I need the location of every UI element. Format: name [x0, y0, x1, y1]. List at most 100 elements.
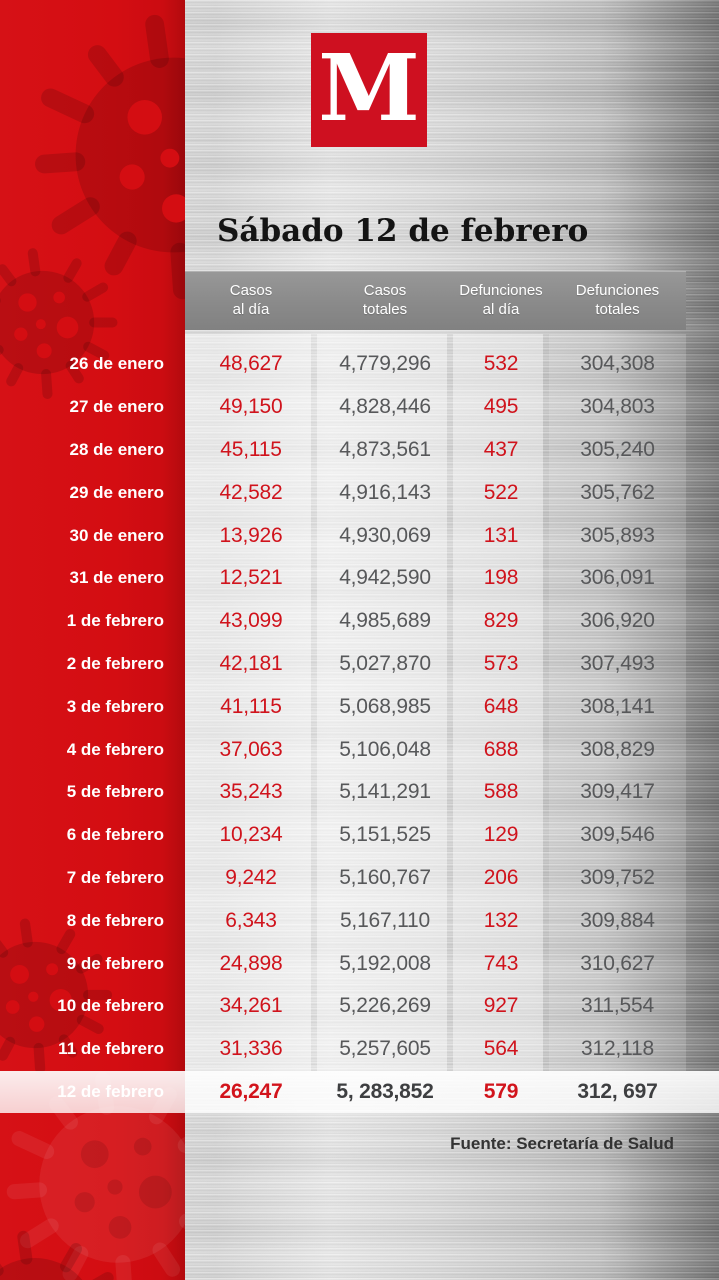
- casos-dia-cell: 41,115: [220, 694, 282, 718]
- date-cell: 28 de enero: [69, 439, 165, 459]
- source-credit: Fuente: Secretaría de Salud: [450, 1134, 674, 1153]
- defunciones-dia-cell: 829: [483, 609, 519, 633]
- casos-dia-cell: 35,243: [219, 780, 283, 804]
- casos-dia-cell: 49,150: [219, 395, 283, 419]
- header-defunciones-totales: Defunciones totales: [575, 281, 660, 318]
- defunciones-dia-cell: 648: [483, 694, 519, 718]
- date-cell: 4 de febrero: [66, 739, 164, 759]
- page-title: Sábado 12 de febrero: [217, 213, 589, 249]
- casos-dia-cell: 45,115: [220, 437, 282, 461]
- casos-totales-cell: 4,942,590: [339, 566, 431, 590]
- table-row: 7 de febrero 9,242 5,160,767 206 309,752: [0, 857, 719, 900]
- defunciones-dia-cell: 564: [483, 1037, 519, 1061]
- date-cell: 31 de enero: [69, 568, 165, 588]
- date-cell: 8 de febrero: [66, 910, 164, 930]
- red-side-band: [0, 0, 185, 1280]
- date-cell: 1 de febrero: [66, 611, 164, 631]
- table-row: 8 de febrero 6,343 5,167,110 132 309,884: [0, 899, 719, 942]
- casos-dia-cell: 42,181: [219, 651, 283, 675]
- table-row: 27 de enero 49,150 4,828,446 495 304,803: [0, 386, 719, 429]
- casos-dia-cell: 13,926: [219, 523, 283, 547]
- date-cell: 27 de enero: [69, 397, 165, 417]
- table-row: 6 de febrero 10,234 5,151,525 129 309,546: [0, 814, 719, 857]
- defunciones-totales-cell: 311,554: [581, 994, 654, 1018]
- casos-totales-cell: 5,027,870: [339, 651, 431, 675]
- table-row: 30 de enero 13,926 4,930,069 131 305,893: [0, 514, 719, 557]
- defunciones-dia-cell: 129: [483, 823, 519, 847]
- defunciones-totales-cell: 309,884: [580, 908, 655, 932]
- column-strip-defunciones-dia: [453, 334, 543, 1071]
- defunciones-dia-cell: 206: [483, 865, 519, 889]
- table-row: 11 de febrero 31,336 5,257,605 564 312,118: [0, 1028, 719, 1071]
- defunciones-totales-cell: 312,118: [581, 1037, 654, 1061]
- defunciones-dia-cell: 743: [483, 951, 519, 975]
- defunciones-totales-cell: 306,091: [580, 566, 655, 590]
- casos-dia-cell: 43,099: [219, 609, 283, 633]
- table-row: 4 de febrero 37,063 5,106,048 688 308,829: [0, 728, 719, 771]
- table-row: 29 de enero 42,582 4,916,143 522 305,762: [0, 471, 719, 514]
- date-cell: 2 de febrero: [66, 653, 164, 673]
- table-row: 5 de febrero 35,243 5,141,291 588 309,417: [0, 771, 719, 814]
- date-cell: 3 de febrero: [66, 696, 164, 716]
- table-row: 1 de febrero 43,099 4,985,689 829 306,920: [0, 600, 719, 643]
- table-body: 26 de enero 48,627 4,779,296 532 304,308 27 d…: [0, 343, 719, 1114]
- casos-totales-cell: 5,160,767: [339, 865, 431, 889]
- table-row: 28 de enero 45,115 4,873,561 437 305,240: [0, 429, 719, 472]
- defunciones-totales-cell: 304,308: [580, 352, 655, 376]
- table-row: 10 de febrero 34,261 5,226,269 927 311,554: [0, 985, 719, 1028]
- defunciones-dia-cell: 495: [483, 395, 519, 419]
- defunciones-dia-cell: 579: [483, 1079, 519, 1103]
- defunciones-totales-cell: 310,627: [580, 951, 655, 975]
- casos-totales-cell: 5,226,269: [339, 994, 431, 1018]
- milenio-logo: M: [311, 33, 427, 147]
- defunciones-dia-cell: 573: [483, 651, 519, 675]
- date-cell: 30 de enero: [69, 525, 165, 545]
- casos-totales-cell: 4,930,069: [339, 523, 431, 547]
- defunciones-dia-cell: 437: [483, 437, 519, 461]
- defunciones-dia-cell: 522: [483, 480, 519, 504]
- casos-dia-cell: 34,261: [219, 994, 283, 1018]
- defunciones-totales-cell: 305,893: [580, 523, 655, 547]
- defunciones-totales-cell: 306,920: [580, 609, 655, 633]
- defunciones-dia-cell: 131: [483, 523, 519, 547]
- column-strip-casos-dia: [185, 334, 311, 1071]
- casos-dia-cell: 31,336: [219, 1037, 283, 1061]
- casos-dia-cell: 10,234: [219, 823, 283, 847]
- defunciones-dia-cell: 927: [483, 994, 519, 1018]
- casos-dia-cell: 6,343: [225, 908, 277, 932]
- casos-dia-cell: 24,898: [219, 951, 283, 975]
- date-cell: 7 de febrero: [66, 867, 164, 887]
- date-cell: 29 de enero: [69, 482, 165, 502]
- casos-dia-cell: 26,247: [219, 1079, 283, 1103]
- milenio-logo-letter: M: [318, 34, 420, 142]
- casos-totales-cell: 4,873,561: [339, 437, 431, 461]
- table-row: 3 de febrero 41,115 5,068,985 648 308,141: [0, 685, 719, 728]
- casos-totales-cell: 4,916,143: [339, 480, 431, 504]
- table-row: 26 de enero 48,627 4,779,296 532 304,308: [0, 343, 719, 386]
- virus-icon: [0, 1230, 125, 1280]
- defunciones-dia-cell: 588: [483, 780, 519, 804]
- casos-dia-cell: 37,063: [219, 737, 283, 761]
- defunciones-totales-cell: 308,141: [580, 694, 655, 718]
- column-strip-casos-totales: [317, 334, 447, 1071]
- casos-totales-cell: 4,828,446: [339, 395, 431, 419]
- table-row: 2 de febrero 42,181 5,027,870 573 307,493: [0, 643, 719, 686]
- casos-dia-cell: 42,582: [219, 480, 283, 504]
- defunciones-dia-cell: 132: [483, 908, 519, 932]
- header-casos-dia: Casos al día: [229, 281, 273, 318]
- defunciones-totales-cell: 305,240: [580, 437, 655, 461]
- table-row: 9 de febrero 24,898 5,192,008 743 310,627: [0, 942, 719, 985]
- casos-totales-cell: 5, 283,852: [336, 1079, 434, 1103]
- defunciones-dia-cell: 688: [483, 737, 519, 761]
- casos-dia-cell: 12,521: [219, 566, 283, 590]
- casos-dia-cell: 9,242: [225, 865, 277, 889]
- defunciones-totales-cell: 309,752: [580, 865, 655, 889]
- defunciones-dia-cell: 198: [483, 566, 519, 590]
- defunciones-totales-cell: 307,493: [580, 651, 655, 675]
- defunciones-totales-cell: 312, 697: [577, 1079, 658, 1103]
- date-cell: 11 de febrero: [58, 1039, 164, 1059]
- casos-totales-cell: 5,151,525: [339, 823, 431, 847]
- date-cell: 26 de enero: [69, 354, 165, 374]
- casos-totales-cell: 5,257,605: [339, 1037, 431, 1061]
- header-defunciones-dia: Defunciones al día: [459, 281, 543, 318]
